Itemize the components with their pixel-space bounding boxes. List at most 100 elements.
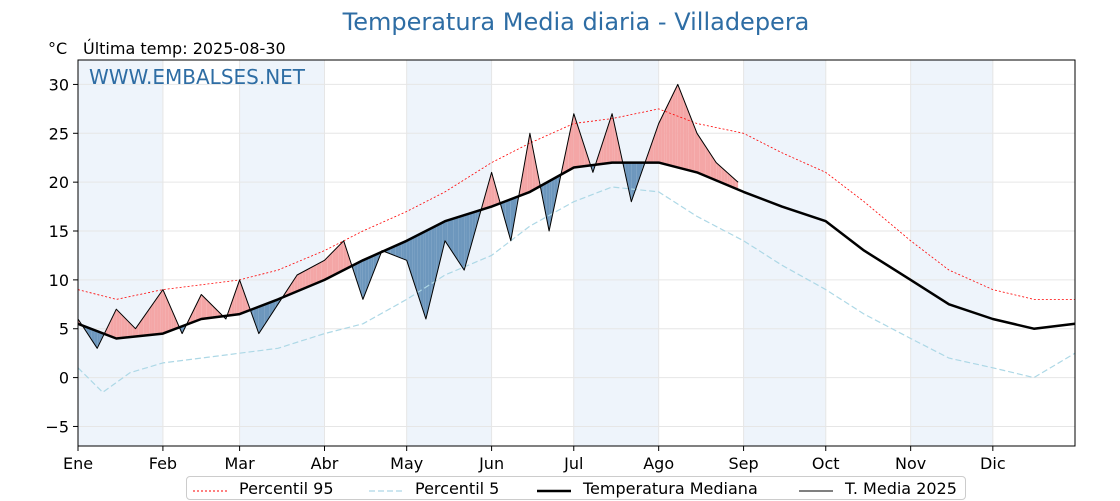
fill-above-median — [707, 150, 711, 179]
fill-above-median — [655, 123, 659, 163]
fill-above-median — [335, 246, 339, 275]
y-tick-label: 20 — [49, 173, 69, 192]
fill-above-median — [729, 174, 733, 188]
fill-above-median — [677, 84, 681, 169]
fill-above-median — [609, 113, 613, 163]
fill-above-median — [308, 267, 311, 287]
fill-above-median — [697, 133, 700, 174]
fill-above-median — [565, 139, 569, 173]
fill-above-median — [710, 154, 714, 180]
fill-above-median — [239, 279, 243, 315]
fill-above-median — [521, 164, 525, 196]
fill-below-median — [88, 328, 92, 340]
month-band — [573, 60, 659, 446]
fill-below-median — [253, 307, 257, 326]
fill-above-median — [571, 113, 574, 170]
fill-above-median — [209, 302, 213, 318]
fill-below-median — [472, 211, 476, 241]
fill-below-median — [436, 224, 440, 275]
fill-below-median — [434, 225, 437, 286]
fill-above-median — [672, 90, 676, 167]
fill-above-median — [535, 161, 539, 189]
fill-above-median — [151, 301, 155, 335]
watermark: WWW.EMBALSES.NET — [89, 65, 306, 89]
fill-below-median — [549, 179, 552, 232]
fill-above-median — [669, 95, 673, 167]
fill-above-median — [321, 260, 325, 282]
fill-above-median — [236, 279, 240, 315]
fill-above-median — [165, 295, 169, 333]
fill-above-median — [664, 106, 667, 165]
fill-below-median — [466, 213, 470, 261]
fill-below-median — [554, 176, 558, 205]
fill-above-median — [329, 251, 333, 278]
legend-label-median: Temperatura Mediana — [583, 479, 758, 498]
fill-below-median — [431, 226, 435, 297]
fill-above-median — [716, 162, 719, 182]
fill-above-median — [724, 169, 728, 186]
fill-above-median — [217, 310, 221, 317]
fill-below-median — [453, 217, 456, 258]
fill-above-median — [691, 119, 695, 172]
fill-above-median — [212, 305, 215, 318]
fill-below-median — [634, 162, 637, 194]
y-tick-label: 25 — [49, 124, 69, 143]
fill-above-median — [658, 117, 662, 164]
legend-label-p95: Percentil 95 — [239, 479, 334, 498]
fill-below-median — [631, 162, 635, 202]
legend-label-current: T. Media 2025 — [845, 479, 957, 498]
fill-above-median — [338, 243, 341, 273]
fill-above-median — [680, 91, 684, 169]
fill-above-median — [190, 311, 194, 324]
fill-above-median — [727, 172, 730, 187]
fill-above-median — [603, 130, 607, 164]
month-band — [239, 60, 325, 446]
fill-above-median — [119, 311, 122, 339]
y-tick-label: 5 — [59, 320, 69, 339]
fill-above-median — [121, 314, 125, 338]
plot-frame — [77, 59, 1076, 447]
fill-above-median — [732, 177, 736, 189]
fill-above-median — [127, 320, 131, 338]
fill-below-median — [275, 299, 278, 309]
fill-above-median — [666, 101, 670, 166]
series-line-current — [77, 83, 739, 349]
fill-above-median — [316, 263, 320, 284]
fill-above-median — [524, 148, 528, 195]
fill-above-median — [140, 317, 144, 336]
fill-above-median — [173, 314, 177, 330]
y-tick-label: 15 — [49, 222, 69, 241]
x-tick-label: Nov — [895, 454, 926, 473]
fill-below-median — [450, 218, 454, 254]
fill-above-median — [661, 112, 665, 165]
x-tick-label: Dic — [980, 454, 1006, 473]
fill-below-median — [428, 228, 432, 308]
fill-above-median — [198, 294, 202, 321]
legend: Percentil 95 Percentil 5 Temperatura Med… — [186, 476, 966, 500]
series-line-median — [77, 161, 1076, 340]
fill-above-median — [617, 138, 621, 163]
fill-above-median — [346, 249, 350, 269]
fill-below-median — [258, 305, 262, 334]
fill-below-median — [464, 214, 467, 271]
fill-below-median — [513, 197, 517, 226]
fill-above-median — [529, 133, 533, 192]
fill-below-median — [261, 304, 265, 330]
fill-above-median — [653, 131, 656, 163]
x-tick-label: Mar — [225, 454, 256, 473]
fill-above-median — [601, 138, 604, 165]
fill-below-median — [401, 242, 404, 260]
fill-below-median — [409, 237, 413, 278]
last-temp-label: Última temp: 2025-08-30 — [83, 39, 286, 58]
fill-below-median — [395, 244, 399, 258]
fill-below-median — [469, 212, 473, 251]
month-band — [743, 60, 826, 446]
fill-above-median — [647, 146, 651, 163]
fill-above-median — [143, 313, 147, 336]
fill-above-median — [688, 112, 692, 171]
fill-below-median — [508, 199, 511, 241]
fill-below-median — [398, 243, 402, 259]
fill-above-median — [157, 293, 161, 335]
fill-above-median — [718, 165, 722, 183]
fill-above-median — [162, 289, 166, 334]
